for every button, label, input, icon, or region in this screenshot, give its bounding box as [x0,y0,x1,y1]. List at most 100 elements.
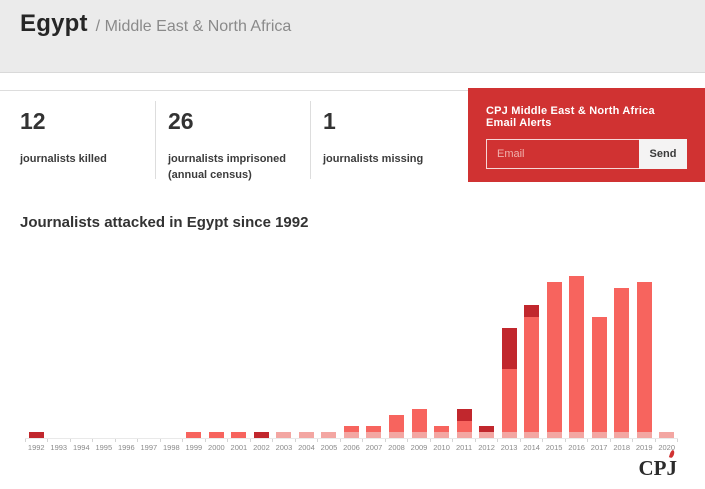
imprisoned-segment-2009 [411,409,427,433]
axis-tick [48,439,71,442]
imprisoned-segment-2000 [208,432,224,438]
bar-slot-2005 [318,270,341,438]
bar-slot-2008 [385,270,408,438]
axis-tick [161,439,184,442]
bar-slot-2011 [453,270,476,438]
missing-segment-2005 [321,432,337,438]
email-input[interactable] [486,139,639,169]
bar-slot-1999 [183,270,206,438]
imprisoned-segment-2006 [343,426,359,433]
axis-tick [611,439,634,442]
cpj-logo: CPJ [638,449,677,481]
bar-2004[interactable] [298,432,314,438]
bar-2016[interactable] [569,276,585,438]
year-label-2007: 2007 [365,443,383,452]
bar-2018[interactable] [614,287,630,438]
axis-tick [318,439,341,442]
stat-value: 12 [20,108,46,134]
year-label-2020: 2020 [658,443,676,452]
stat-label: journalists imprisoned (annual census) [168,153,286,181]
year-label-1999: 1999 [185,443,203,452]
missing-segment-2009 [411,432,427,438]
bar-2002[interactable] [253,432,269,438]
year-label-1995: 1995 [95,443,113,452]
bar-2005[interactable] [321,432,337,438]
bar-2001[interactable] [231,432,247,438]
missing-segment-2017 [591,432,607,438]
bar-2006[interactable] [343,426,359,438]
bar-1999[interactable] [186,432,202,438]
missing-segment-2003 [276,432,292,438]
bar-2014[interactable] [524,305,540,438]
axis-tick [273,439,296,442]
bar-slot-2019 [633,270,656,438]
bar-2011[interactable] [456,409,472,438]
axis-tick [543,439,566,442]
year-label-2011: 2011 [455,443,473,452]
imprisoned-segment-1999 [186,432,202,438]
send-button[interactable]: Send [639,139,687,169]
bar-slot-1994 [70,270,93,438]
stat-divider [155,101,156,179]
axis-tick [206,439,229,442]
email-alerts-box: CPJ Middle East & North Africa Email Ale… [468,88,705,182]
bar-2008[interactable] [389,414,404,438]
cpj-logo-text: CP [638,456,667,480]
bar-2010[interactable] [434,426,450,438]
bar-2017[interactable] [591,316,607,438]
bar-2007[interactable] [366,426,382,438]
year-label-1993: 1993 [50,443,68,452]
axis-tick [386,439,409,442]
imprisoned-segment-2017 [591,316,607,433]
axis-tick [498,439,521,442]
stat-label: journalists missing [323,153,424,165]
killed-segment-2011 [456,409,472,421]
bar-2012[interactable] [479,426,495,438]
missing-segment-2015 [546,432,562,438]
axis-tick [363,439,386,442]
axis-tick [408,439,431,442]
bar-slot-2004 [295,270,318,438]
bar-slot-2016 [565,270,588,438]
missing-segment-2016 [569,432,585,438]
chart-bars [25,270,678,438]
imprisoned-segment-2019 [636,281,652,433]
bar-1992[interactable] [28,432,44,438]
missing-segment-2007 [366,432,382,438]
breadcrumb-region-link[interactable]: / Middle East & North Africa [95,18,292,35]
bar-2003[interactable] [276,432,292,438]
missing-segment-2019 [636,432,652,438]
bar-2020[interactable] [659,432,675,438]
year-label-2012: 2012 [478,443,495,452]
bar-slot-2006 [340,270,363,438]
stat-journalists-killed: 12 journalists killed [20,108,150,168]
bar-slot-2009 [408,270,431,438]
year-label-2019: 2019 [635,443,653,452]
year-label-2002: 2002 [253,443,270,452]
bar-2009[interactable] [411,409,427,438]
bar-2013[interactable] [501,328,517,438]
year-label-2006: 2006 [343,443,360,452]
axis-tick [116,439,139,442]
killed-segment-2014 [524,305,540,317]
stat-value: 26 [168,108,194,134]
bar-slot-2020 [655,270,678,438]
year-label-2000: 2000 [208,443,225,452]
missing-segment-2011 [456,432,472,438]
imprisoned-segment-2018 [614,287,630,433]
missing-segment-2013 [501,432,517,438]
bar-slot-2018 [610,270,633,438]
chart-title: Journalists attacked in Egypt since 1992 [20,214,309,231]
missing-segment-2018 [614,432,630,438]
bar-2019[interactable] [636,281,652,438]
bar-slot-2000 [205,270,228,438]
x-axis [25,438,679,442]
stat-divider [310,101,311,179]
bar-2000[interactable] [208,432,224,438]
missing-segment-2020 [659,432,675,438]
missing-segment-2004 [298,432,314,438]
axis-tick [588,439,611,442]
missing-segment-2006 [343,432,359,438]
bar-2015[interactable] [546,281,562,438]
